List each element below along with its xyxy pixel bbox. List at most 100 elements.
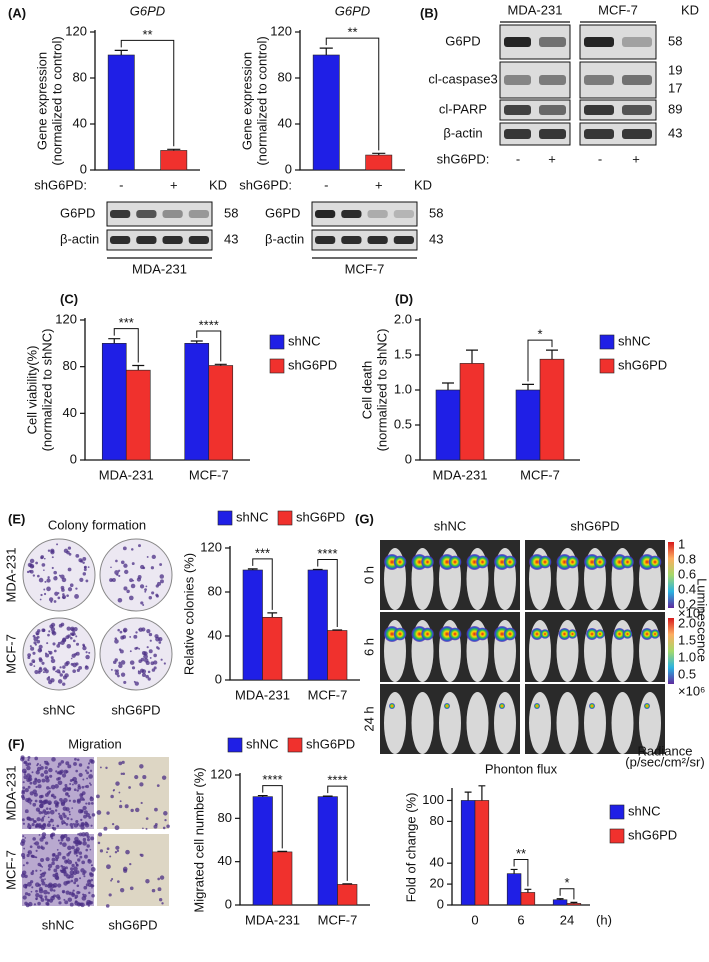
y-tick-label: 80 <box>63 358 77 373</box>
blot-kd: 89 <box>668 101 682 116</box>
cell-dot <box>88 782 91 785</box>
signal <box>499 703 505 709</box>
cell-dot <box>110 794 114 799</box>
cell-dot <box>111 577 116 582</box>
signal <box>444 703 450 709</box>
cell-dot <box>55 770 58 773</box>
y-tick-label: 100 <box>422 792 444 807</box>
cell-dot <box>85 654 90 660</box>
cell-dot <box>46 762 50 766</box>
cell-dot <box>40 872 46 878</box>
significance-label: * <box>537 327 542 342</box>
blot-frame <box>311 229 418 251</box>
bar <box>327 630 348 681</box>
cell-dot <box>84 665 89 670</box>
cell-dot <box>128 595 134 601</box>
cell-dot <box>43 557 46 560</box>
cell-dot <box>79 796 84 801</box>
treatment-sign: - <box>598 151 602 166</box>
cell-dot <box>148 632 153 637</box>
cell-dot <box>111 877 114 881</box>
y-axis-label: Relative colonies (%) <box>181 553 196 675</box>
panel-title: Colony formation <box>48 517 146 532</box>
legend-swatch <box>227 737 243 753</box>
cell-dot <box>59 841 63 845</box>
signal <box>589 703 595 709</box>
bar <box>125 369 151 461</box>
cell-dot <box>146 556 149 558</box>
cell-dot <box>157 647 160 650</box>
cell-dot <box>46 642 49 645</box>
cell-dot <box>71 892 75 896</box>
cell-dot <box>85 812 91 818</box>
cell-dot <box>149 656 152 659</box>
y-tick-label: 2.0 <box>394 311 412 326</box>
cell-dot <box>44 883 48 888</box>
cell-dot <box>60 800 66 805</box>
cell-dot <box>151 591 155 595</box>
cell-dot <box>61 889 66 894</box>
cell-dot <box>37 784 42 789</box>
panel-label: (C) <box>60 291 78 306</box>
y-tick-label: 40 <box>208 627 222 642</box>
cell-dot <box>30 646 35 651</box>
cell-dot <box>30 871 34 876</box>
blot-band <box>393 210 414 218</box>
cell-dot <box>90 824 93 827</box>
cell-dot <box>89 783 92 786</box>
cell-dot <box>68 787 72 791</box>
cell-dot <box>83 875 86 878</box>
cell-dot <box>118 761 123 766</box>
cell-dot <box>47 816 50 819</box>
group-label: shNC <box>434 518 467 533</box>
cell-dot <box>71 845 75 850</box>
cell-dot <box>36 817 41 822</box>
cell-dot <box>55 864 60 870</box>
signal <box>389 703 395 709</box>
cell-dot <box>70 632 73 636</box>
x-tick-label: 0 <box>471 912 478 927</box>
cell-dot <box>68 799 72 802</box>
cell-dot <box>147 677 151 681</box>
cell-dot <box>44 841 49 845</box>
y-axis-label: Fold of change (%) <box>403 793 418 903</box>
cell-dot <box>123 680 127 684</box>
cell-dot <box>82 556 87 561</box>
cell-dot <box>57 762 62 766</box>
cell-dot <box>67 845 72 851</box>
cell-dot <box>84 832 89 837</box>
cell-dot <box>55 894 61 899</box>
cell-dot <box>39 666 42 670</box>
cell-dot <box>151 668 156 672</box>
cell-dot <box>82 778 85 781</box>
significance-bracket <box>120 39 175 147</box>
cell-dot <box>131 562 135 566</box>
cell-dot <box>24 787 29 793</box>
cell-dot <box>89 769 93 773</box>
signal <box>622 629 633 639</box>
cell-dot <box>27 758 30 762</box>
cell-dot <box>120 772 123 776</box>
cell-dot <box>82 572 87 576</box>
cell-dot <box>35 785 38 789</box>
cell-dot <box>129 886 134 891</box>
cell-dot <box>50 784 56 790</box>
cell-dot <box>69 867 74 871</box>
cell-dot <box>34 756 39 761</box>
cell-dot <box>76 799 81 804</box>
cell-dot <box>139 764 144 769</box>
cell-dot <box>39 837 44 842</box>
cell-line-label: MCF-7 <box>345 261 385 276</box>
signal <box>641 628 653 640</box>
blot-kd: 43 <box>224 231 238 246</box>
x-tick-label: MDA-231 <box>433 467 488 482</box>
cell-dot <box>63 872 68 877</box>
cell-dot <box>88 815 92 819</box>
cell-dot <box>41 661 45 665</box>
bar <box>307 569 328 681</box>
cell-dot <box>160 658 163 661</box>
cell-dot <box>31 659 36 664</box>
cell-dot <box>49 809 55 815</box>
cell-dot <box>166 824 170 829</box>
cell-dot <box>60 760 65 764</box>
